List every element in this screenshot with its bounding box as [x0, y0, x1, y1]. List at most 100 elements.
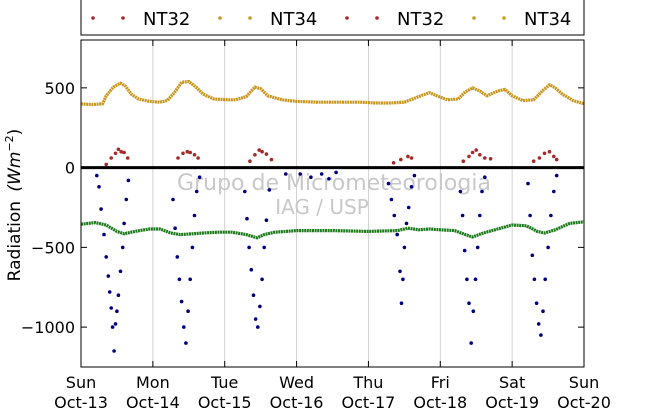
legend-marker	[345, 16, 349, 20]
data-point	[327, 177, 331, 181]
data-point	[537, 156, 542, 160]
data-point	[461, 159, 466, 163]
data-point	[474, 148, 479, 152]
data-point	[334, 170, 338, 175]
legend-marker	[502, 16, 506, 20]
y-axis-label: Radiation (Wm−2)	[3, 129, 25, 282]
data-point	[124, 197, 129, 202]
x-axis: SunOct-13MonOct-14TueOct-15WedOct-16ThuO…	[54, 40, 611, 412]
data-point	[175, 255, 180, 259]
data-point	[534, 301, 539, 306]
data-point	[478, 153, 482, 157]
data-point	[399, 301, 404, 306]
data-point	[467, 154, 471, 159]
data-point	[309, 175, 313, 179]
data-point	[106, 274, 111, 278]
data-point	[284, 172, 288, 176]
legend-marker	[248, 16, 252, 20]
x-tick-label-day: Tue	[210, 373, 238, 392]
data-point	[409, 185, 414, 189]
data-point	[116, 293, 121, 298]
watermark: Grupo de Micrometeorologia IAG / USP	[177, 171, 491, 219]
data-point	[194, 189, 199, 194]
data-point	[245, 216, 249, 221]
x-tick-label-day: Fri	[431, 373, 450, 392]
data-point	[188, 277, 192, 282]
x-tick-label-date: Oct-15	[198, 393, 252, 409]
data-point	[298, 172, 303, 176]
data-point	[247, 245, 251, 250]
y-tick-label: 500	[44, 79, 75, 98]
data-point	[113, 322, 118, 326]
x-tick-label-day: Sat	[499, 373, 525, 392]
data-point	[470, 150, 475, 155]
data-point	[243, 189, 247, 194]
data-point	[267, 188, 272, 192]
y-axis-label-unit: (Wm	[5, 152, 25, 192]
x-tick-label-date: Oct-13	[54, 393, 108, 409]
watermark-line-2: IAG / USP	[275, 195, 369, 219]
data-point	[177, 277, 182, 282]
data-point	[176, 156, 180, 160]
data-point	[409, 156, 414, 160]
data-point	[122, 150, 126, 155]
data-point	[190, 245, 195, 250]
legend-marker	[472, 16, 476, 20]
data-point	[109, 306, 113, 310]
x-tick-label-day: Sun	[66, 373, 96, 392]
data-point	[258, 304, 262, 309]
legend-marker	[121, 16, 125, 20]
data-point	[473, 277, 478, 282]
data-point	[552, 154, 556, 159]
data-point	[249, 267, 254, 272]
data-point	[126, 178, 131, 183]
data-point	[264, 218, 269, 222]
data-point	[402, 245, 407, 250]
data-point	[253, 317, 258, 321]
y-tick-label: −500	[31, 238, 75, 257]
legend-box	[80, 0, 585, 36]
data-point	[483, 175, 487, 179]
data-point	[179, 299, 184, 304]
data-point	[412, 173, 417, 178]
data-point	[386, 181, 391, 186]
legend-label: NT34	[524, 9, 571, 30]
data-point	[392, 213, 397, 218]
data-point	[389, 197, 394, 202]
data-point	[480, 189, 484, 194]
data-point	[109, 156, 113, 160]
data-point	[460, 213, 465, 218]
data-point	[122, 221, 126, 226]
data-point	[528, 213, 532, 218]
data-point	[552, 189, 556, 194]
data-point	[97, 185, 101, 189]
x-tick-label-date: Oct-14	[126, 393, 180, 409]
series-line	[80, 79, 585, 107]
data-point	[554, 157, 559, 162]
y-axis-label-text: Radiation	[5, 201, 25, 281]
data-point	[115, 309, 119, 314]
x-tick-label-date: Oct-18	[413, 393, 467, 409]
data-point	[539, 333, 543, 337]
data-point	[197, 175, 202, 179]
data-point	[554, 173, 559, 178]
x-tick-label-day: Sun	[569, 373, 599, 392]
data-point	[113, 151, 118, 156]
series-layer	[80, 79, 585, 353]
x-tick-label-date: Oct-17	[342, 393, 396, 409]
data-point	[471, 309, 476, 314]
data-point	[264, 152, 269, 156]
data-point	[181, 151, 185, 156]
data-point	[458, 189, 463, 194]
data-point	[186, 309, 190, 314]
data-point	[549, 213, 553, 218]
data-point	[467, 301, 471, 306]
data-point	[526, 181, 530, 186]
data-point	[488, 157, 493, 161]
data-point	[260, 149, 264, 154]
data-point	[399, 157, 403, 162]
data-point	[116, 147, 121, 152]
data-point	[401, 277, 405, 282]
y-axis-label-exponent: −2	[3, 135, 16, 151]
